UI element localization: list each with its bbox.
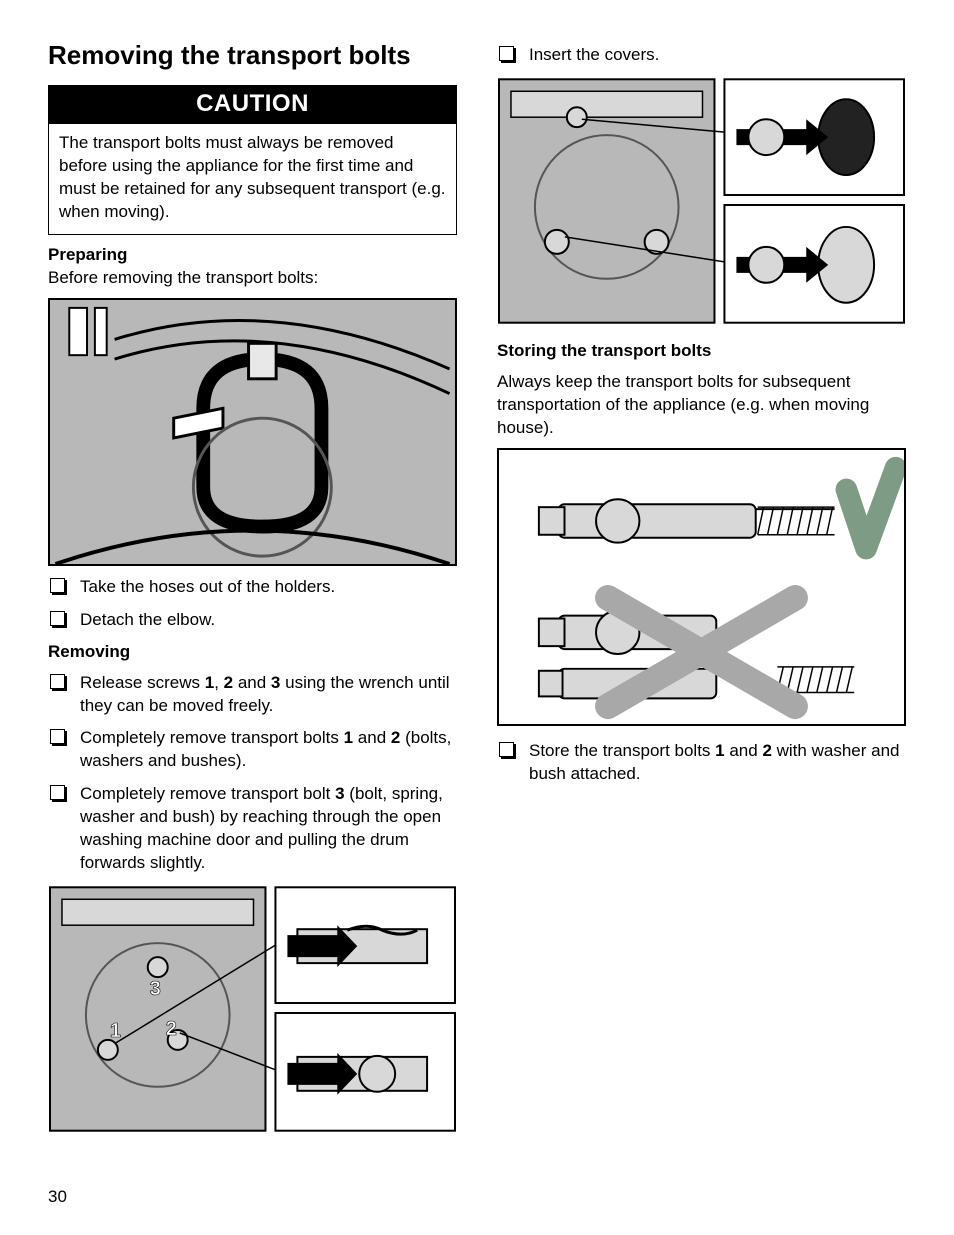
list-item: Detach the elbow. xyxy=(48,609,457,632)
insert-covers-list: Insert the covers. xyxy=(497,44,906,67)
figure-preparing xyxy=(48,298,457,566)
storing-heading: Storing the transport bolts xyxy=(497,341,906,361)
figure-storing-svg xyxy=(499,450,904,724)
caution-box: CAUTION The transport bolts must always … xyxy=(48,85,457,235)
store-bolts-list: Store the transport bolts 1 and 2 with w… xyxy=(497,740,906,786)
figure-insert-covers xyxy=(497,77,906,325)
list-item: Store the transport bolts 1 and 2 with w… xyxy=(497,740,906,786)
figure-storing xyxy=(497,448,906,726)
svg-text:3: 3 xyxy=(150,978,161,1000)
list-item: Completely remove transport bolts 1 and … xyxy=(48,727,457,773)
preparing-list: Take the hoses out of the holders. Detac… xyxy=(48,576,457,632)
left-column: Removing the transport bolts CAUTION The… xyxy=(48,40,457,1133)
list-item: Completely remove transport bolt 3 (bolt… xyxy=(48,783,457,875)
right-column: Insert the covers. xyxy=(497,40,906,1133)
preparing-heading: Preparing xyxy=(48,245,457,265)
page-title: Removing the transport bolts xyxy=(48,40,457,71)
caution-header: CAUTION xyxy=(49,86,456,124)
svg-text:1: 1 xyxy=(110,1020,121,1042)
page-number: 30 xyxy=(48,1187,67,1207)
removing-list: Release screws 1, 2 and 3 using the wren… xyxy=(48,672,457,876)
list-item: Insert the covers. xyxy=(497,44,906,67)
figure-removing-svg: 1 2 3 xyxy=(48,885,457,1133)
list-item: Take the hoses out of the holders. xyxy=(48,576,457,599)
svg-text:2: 2 xyxy=(166,1018,177,1040)
figure-removing: 1 2 3 xyxy=(48,885,457,1133)
list-item: Release screws 1, 2 and 3 using the wren… xyxy=(48,672,457,718)
preparing-intro: Before removing the transport bolts: xyxy=(48,267,457,290)
storing-body: Always keep the transport bolts for subs… xyxy=(497,371,906,440)
caution-body: The transport bolts must always be remov… xyxy=(49,124,456,234)
figure-insert-covers-svg xyxy=(497,77,906,325)
figure-preparing-svg xyxy=(50,300,455,564)
removing-heading: Removing xyxy=(48,642,457,662)
